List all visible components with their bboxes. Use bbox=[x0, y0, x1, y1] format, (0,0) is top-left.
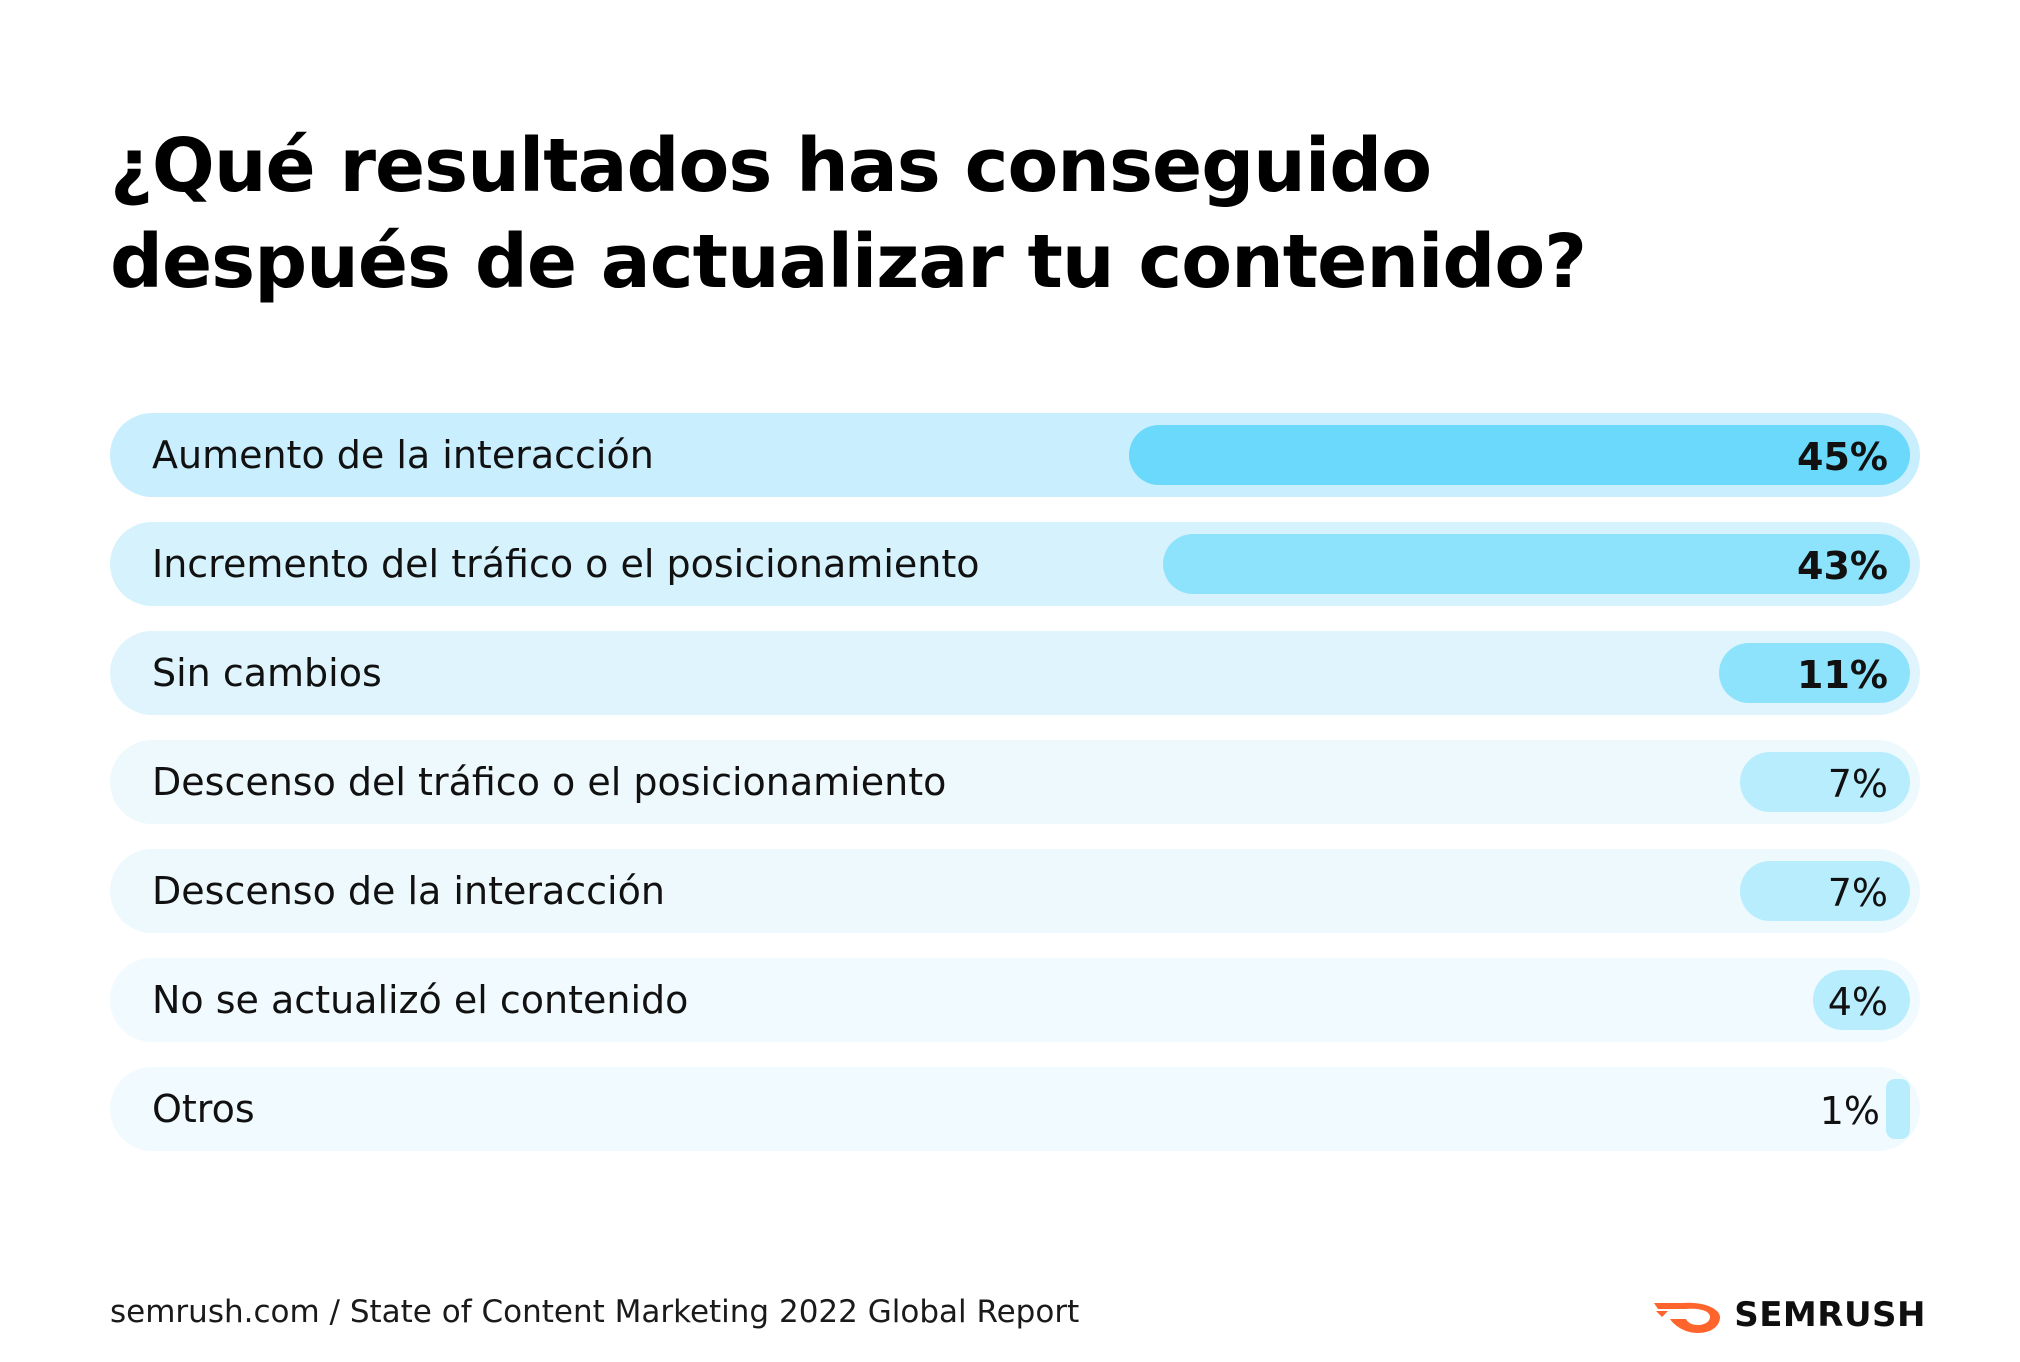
chart-title: ¿Qué resultados has conseguido después d… bbox=[110, 118, 1810, 310]
bar-value-label: 43% bbox=[1797, 544, 1888, 588]
bar-label: Incremento del tráfico o el posicionamie… bbox=[152, 542, 980, 586]
bar-label: Descenso de la interacción bbox=[152, 869, 665, 913]
bar-value-label: 4% bbox=[1827, 980, 1888, 1024]
bar-label: Aumento de la interacción bbox=[152, 433, 654, 477]
bar-row: No se actualizó el contenido 4% bbox=[110, 958, 1920, 1042]
bar-label: Sin cambios bbox=[152, 651, 382, 695]
bar-row: Incremento del tráfico o el posicionamie… bbox=[110, 522, 1920, 606]
source-citation: semrush.com / State of Content Marketing… bbox=[110, 1294, 1080, 1330]
bar-row: Descenso de la interacción 7% bbox=[110, 849, 1920, 933]
bar-value-label: 7% bbox=[1827, 762, 1888, 806]
brand-name: SEMRUSH bbox=[1734, 1295, 1926, 1335]
bar bbox=[1886, 1079, 1910, 1139]
bar-value-label: 45% bbox=[1797, 435, 1888, 479]
bar bbox=[1740, 752, 1910, 812]
bar bbox=[1129, 425, 1910, 485]
bar-value-label: 1% bbox=[1819, 1089, 1880, 1133]
bar-chart: Aumento de la interacción 45% Incremento d… bbox=[110, 413, 1920, 1176]
bar-value-label: 11% bbox=[1797, 653, 1888, 697]
bar-row: Sin cambios 11% bbox=[110, 631, 1920, 715]
bar-value-label: 7% bbox=[1827, 871, 1888, 915]
bar-label: Otros bbox=[152, 1087, 255, 1131]
bar-row: Descenso del tráfico o el posicionamient… bbox=[110, 740, 1920, 824]
bar-label: Descenso del tráfico o el posicionamient… bbox=[152, 760, 947, 804]
bar bbox=[1813, 970, 1910, 1030]
semrush-logo: SEMRUSH bbox=[1652, 1292, 1926, 1338]
semrush-fire-icon bbox=[1654, 1302, 1721, 1333]
bar bbox=[1740, 861, 1910, 921]
chart-title-line-2: después de actualizar tu contenido? bbox=[110, 219, 1587, 305]
bar bbox=[1719, 643, 1910, 703]
bar-row: Aumento de la interacción 45% bbox=[110, 413, 1920, 497]
bar bbox=[1163, 534, 1910, 594]
chart-title-line-1: ¿Qué resultados has conseguido bbox=[110, 123, 1432, 209]
bar-label: No se actualizó el contenido bbox=[152, 978, 689, 1022]
bar-row: Otros 1% bbox=[110, 1067, 1920, 1151]
